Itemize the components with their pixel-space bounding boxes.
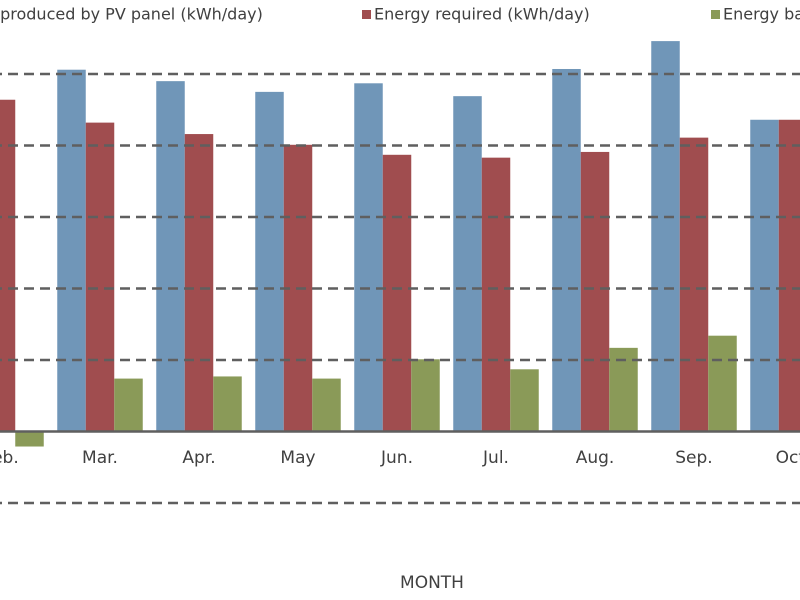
bar [15, 431, 44, 447]
bar [708, 335, 737, 432]
bar [411, 359, 440, 432]
bar [184, 134, 214, 432]
bar [453, 96, 482, 432]
x-tick-label: Jun. [380, 448, 413, 468]
bar [312, 378, 341, 432]
bar [609, 347, 638, 432]
legend-swatch [362, 10, 371, 19]
x-tick-label: Feb. [0, 448, 19, 468]
bar [156, 81, 185, 432]
bar [85, 122, 115, 432]
x-tick-label: Apr. [182, 448, 215, 468]
bar [354, 83, 383, 432]
bar [510, 369, 539, 432]
bar [750, 119, 779, 432]
x-tick-label: Mar. [82, 448, 118, 468]
bar [255, 91, 284, 432]
bar [213, 376, 242, 432]
bar [57, 69, 86, 432]
x-axis-title: MONTH [400, 573, 464, 593]
x-tick-label: May [280, 448, 315, 468]
legend-swatch [711, 10, 720, 19]
bar [651, 41, 680, 432]
legend-label: Energy balance (kWh/day) [723, 5, 800, 24]
x-tick-label: Jul. [482, 448, 509, 468]
x-tick-label: Sep. [675, 448, 712, 468]
bar [580, 151, 610, 432]
legend-label: Energy produced by PV panel (kWh/day) [0, 5, 263, 24]
bar [778, 119, 800, 432]
legend-label: Energy required (kWh/day) [374, 5, 590, 24]
bar [481, 157, 511, 432]
legend: Energy produced by PV panel (kWh/day) Ene… [0, 5, 800, 24]
bar [382, 154, 412, 432]
bar [552, 68, 581, 432]
bar [114, 378, 143, 432]
x-tick-label: Aug. [576, 448, 615, 468]
x-tick-label: Oct. [776, 448, 800, 468]
bar [679, 137, 709, 432]
bar [0, 99, 16, 432]
bars [0, 41, 800, 447]
